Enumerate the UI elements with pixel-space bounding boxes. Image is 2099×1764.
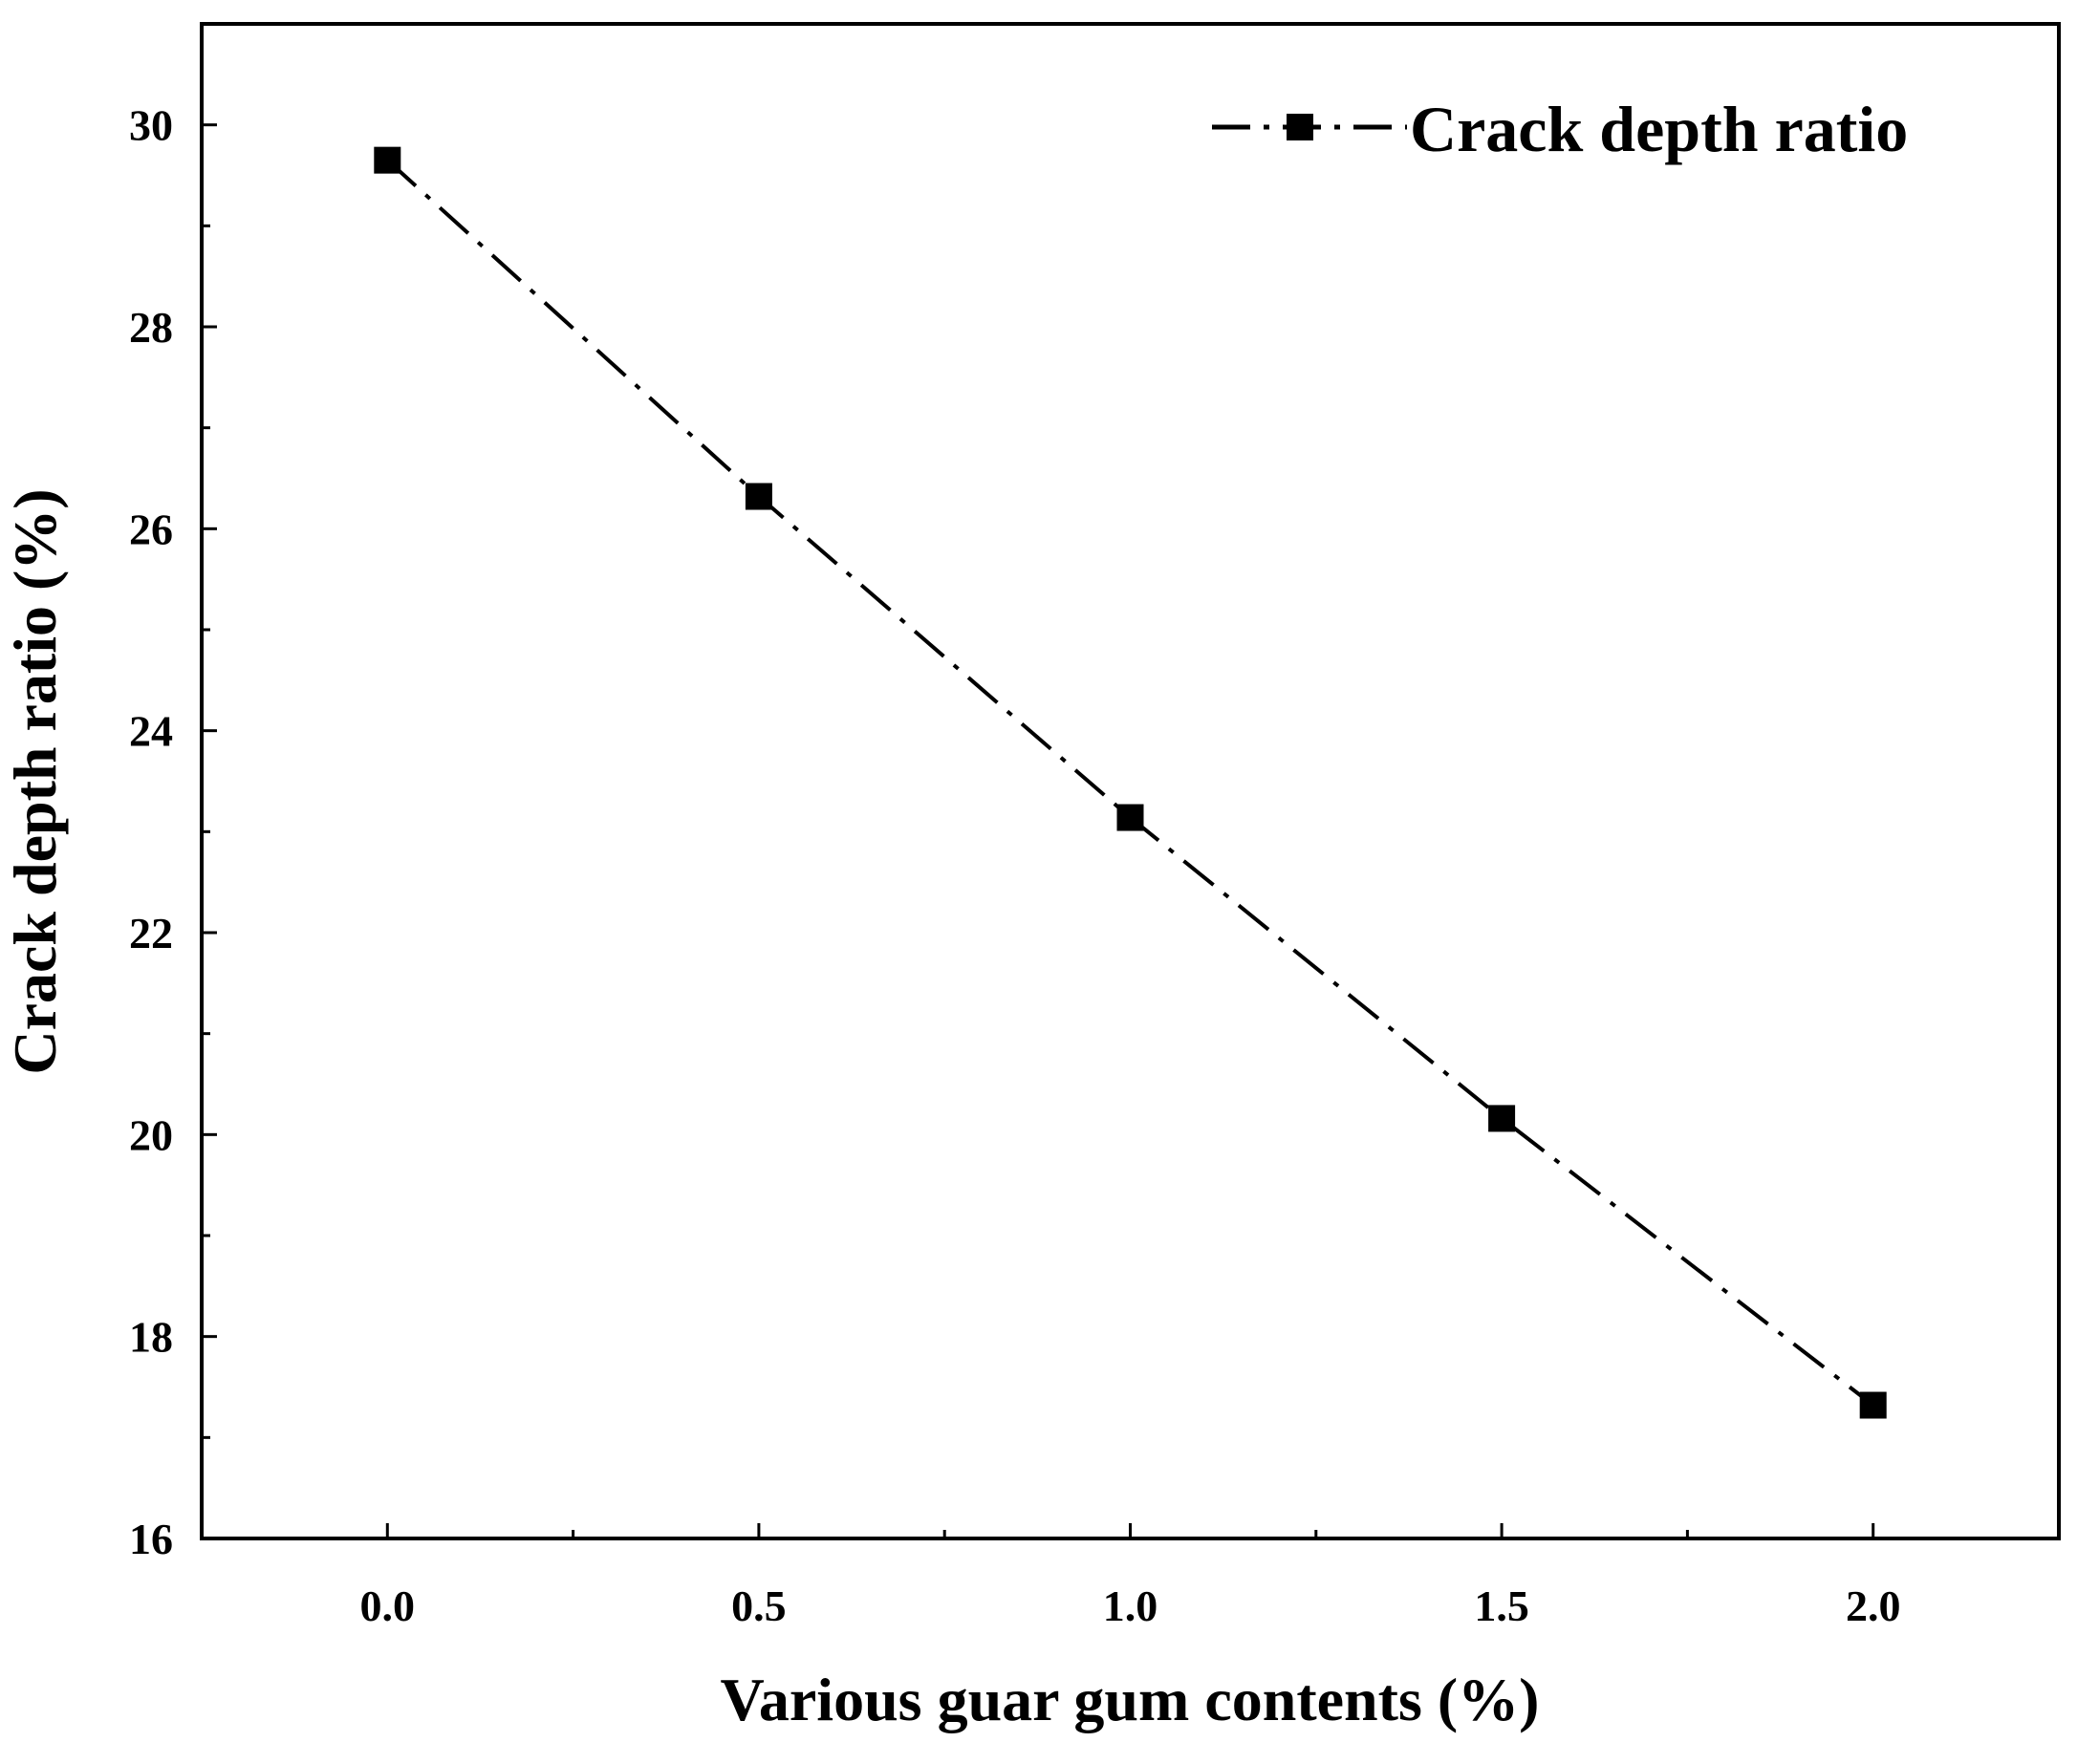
y-axis-title: Crack depth ratio (%) <box>1 488 69 1074</box>
x-tick-label: 0.0 <box>360 1581 416 1630</box>
x-axis-tick-labels: 0.0 0.5 1.0 1.5 2.0 <box>360 1581 1901 1630</box>
legend-label: Crack depth ratio <box>1410 93 1908 165</box>
data-point <box>1488 1105 1516 1132</box>
x-tick-label: 0.5 <box>731 1581 787 1630</box>
y-tick-label: 24 <box>129 707 173 756</box>
x-tick-label: 1.0 <box>1103 1581 1158 1630</box>
y-axis-ticks <box>202 123 217 1540</box>
x-axis-ticks <box>385 1523 1875 1538</box>
data-point <box>1116 804 1144 831</box>
legend-marker <box>1287 114 1313 140</box>
legend: Crack depth ratio <box>1212 93 1908 165</box>
x-tick-label: 1.5 <box>1474 1581 1529 1630</box>
y-tick-label: 16 <box>129 1515 173 1563</box>
data-point <box>1859 1391 1887 1419</box>
x-tick-label: 2.0 <box>1846 1581 1901 1630</box>
y-tick-label: 26 <box>129 505 173 553</box>
y-tick-label: 30 <box>129 101 173 150</box>
data-point <box>374 146 401 174</box>
y-axis-tick-labels: 16 18 20 22 24 26 28 30 <box>129 101 173 1563</box>
y-tick-label: 18 <box>129 1313 173 1362</box>
y-tick-label: 28 <box>129 303 173 352</box>
data-point <box>745 483 772 510</box>
x-axis-title: Various guar gum contents (%) <box>721 1666 1540 1733</box>
y-tick-label: 22 <box>129 909 173 957</box>
series-layer <box>374 146 1887 1419</box>
y-tick-label: 20 <box>129 1110 173 1159</box>
